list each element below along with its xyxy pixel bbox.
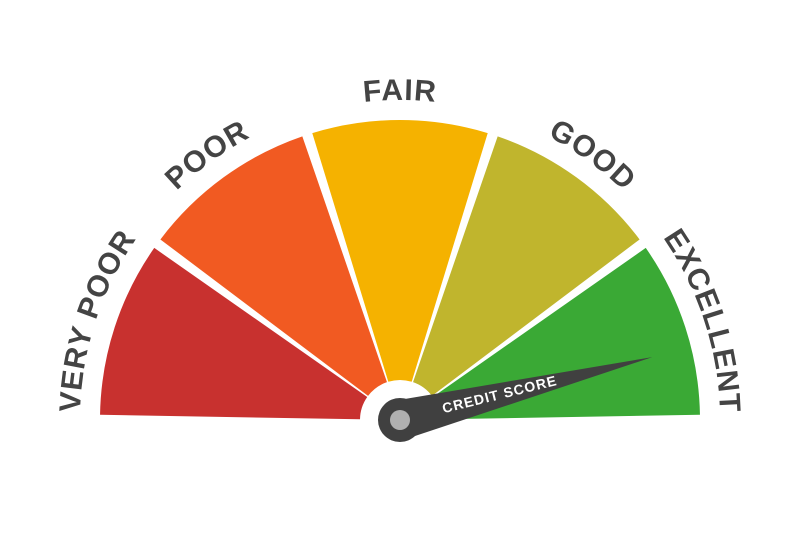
gauge-segment-label: FAIR xyxy=(362,74,438,109)
needle-hub-inner xyxy=(390,410,410,430)
credit-score-gauge: VERY POORPOORFAIRGOODEXCELLENT CREDIT SC… xyxy=(0,0,800,534)
